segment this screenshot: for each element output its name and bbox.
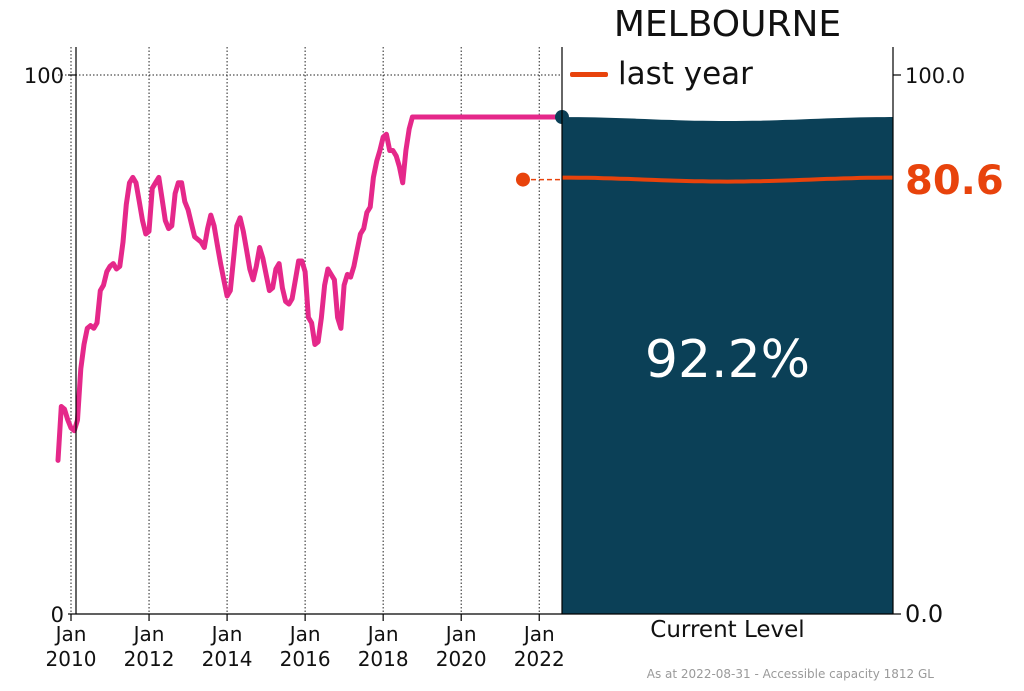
axes — [68, 47, 901, 621]
x-tick-label-top-1: Jan — [132, 622, 165, 646]
current-level-label: Current Level — [650, 617, 805, 643]
legend-label: last year — [618, 56, 753, 92]
x-tick-label-top-5: Jan — [444, 622, 477, 646]
right-tick-label-0: 0.0 — [905, 600, 943, 628]
tank-fill — [562, 117, 893, 614]
left-tick-label-1: 100 — [24, 64, 64, 88]
last-year-line — [562, 175, 893, 184]
grid-lines — [58, 47, 562, 614]
x-tick-label-top-4: Jan — [366, 622, 399, 646]
left-tick-label-0: 0 — [51, 603, 64, 627]
x-tick-label-bottom-6: 2022 — [514, 647, 565, 671]
x-tick-label-top-2: Jan — [210, 622, 243, 646]
right-tick-label-1: 100.0 — [905, 64, 965, 88]
x-tick-label-bottom-0: 2010 — [46, 647, 97, 671]
series-path-0 — [55, 114, 565, 463]
footnote: As at 2022-08-31 - Accessible capacity 1… — [646, 667, 934, 681]
last-year-value: 80.6 — [905, 158, 1004, 204]
legend-swatch — [570, 71, 608, 77]
last-year-marker — [515, 172, 530, 187]
chart-title: MELBOURNE — [613, 4, 842, 45]
x-tick-label-bottom-2: 2014 — [202, 647, 253, 671]
x-tick-label-bottom-3: 2016 — [280, 647, 331, 671]
tick-labels: 01000.0100.0Jan2010Jan2012Jan2014Jan2016… — [24, 64, 965, 671]
series-line — [55, 114, 565, 463]
x-tick-label-bottom-5: 2020 — [436, 647, 487, 671]
x-tick-label-top-0: Jan — [54, 622, 87, 646]
x-tick-label-bottom-1: 2012 — [124, 647, 175, 671]
x-tick-label-bottom-4: 2018 — [358, 647, 409, 671]
current-level-tank — [562, 117, 893, 614]
x-tick-label-top-6: Jan — [522, 622, 555, 646]
x-tick-label-top-3: Jan — [288, 622, 321, 646]
legend: last year — [570, 56, 753, 92]
current-level-percent: 92.2% — [644, 330, 811, 390]
markers — [515, 110, 569, 187]
